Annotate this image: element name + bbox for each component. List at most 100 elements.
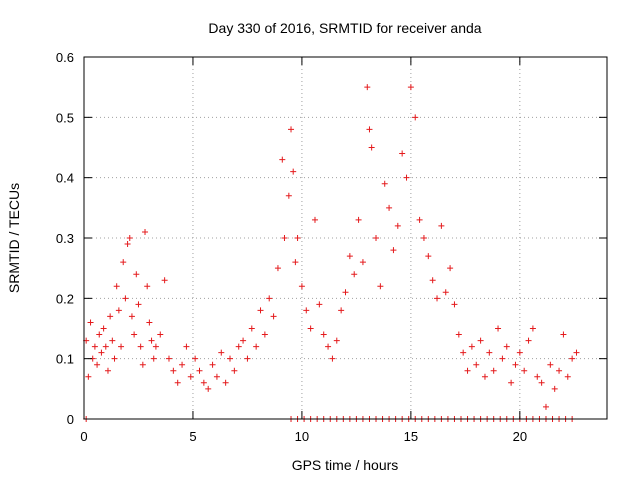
- data-point: [316, 301, 323, 308]
- data-point: [266, 295, 273, 302]
- data-point: [292, 259, 299, 266]
- data-point: [407, 84, 414, 91]
- data-point: [534, 373, 541, 380]
- data-point: [573, 349, 580, 356]
- data-point: [118, 343, 125, 350]
- data-point: [200, 379, 207, 386]
- data-point: [377, 283, 384, 290]
- data-point: [240, 337, 247, 344]
- data-point: [373, 235, 380, 241]
- data-point: [170, 367, 177, 374]
- data-point: [366, 126, 373, 133]
- data-point: [290, 168, 297, 175]
- data-point: [390, 247, 397, 254]
- data-point: [98, 349, 105, 356]
- data-point: [564, 373, 571, 380]
- data-point: [270, 313, 277, 320]
- data-point: [133, 271, 140, 278]
- data-point: [274, 265, 281, 272]
- data-point: [351, 271, 358, 278]
- data-point: [486, 349, 493, 356]
- data-point: [288, 126, 295, 133]
- data-point: [333, 337, 340, 344]
- data-point: [490, 367, 497, 374]
- data-point: [142, 228, 149, 235]
- y-tick-label: 0.6: [56, 50, 74, 65]
- data-point: [205, 385, 212, 392]
- data-point: [91, 343, 98, 350]
- y-tick-label: 0.5: [56, 110, 74, 125]
- x-tick-label: 20: [513, 429, 527, 444]
- data-point: [464, 367, 471, 374]
- data-point: [146, 319, 153, 326]
- data-point: [468, 343, 475, 350]
- chart-title: Day 330 of 2016, SRMTID for receiver and…: [208, 20, 481, 36]
- data-point: [447, 265, 454, 272]
- data-point: [394, 222, 401, 229]
- data-point: [420, 235, 427, 241]
- data-point: [87, 319, 94, 326]
- x-tick-label: 5: [189, 429, 196, 444]
- data-point: [325, 343, 332, 350]
- data-point: [298, 283, 305, 290]
- data-point: [399, 150, 406, 157]
- data-point: [131, 331, 138, 338]
- data-point: [521, 367, 528, 374]
- data-point: [248, 325, 255, 332]
- y-tick-label: 0: [67, 412, 74, 427]
- x-tick-label: 10: [295, 429, 309, 444]
- data-point: [556, 367, 563, 374]
- data-point: [209, 361, 216, 368]
- data-point: [525, 337, 532, 344]
- data-point: [368, 144, 375, 151]
- x-tick-label: 15: [404, 429, 418, 444]
- data-point: [124, 241, 131, 248]
- data-point: [139, 361, 146, 368]
- data-point: [364, 84, 371, 91]
- y-tick-label: 0.3: [56, 231, 74, 246]
- x-axis-title: GPS time / hours: [292, 457, 399, 473]
- data-point: [338, 307, 345, 314]
- data-point: [174, 379, 181, 386]
- x-tick-label: 0: [80, 429, 87, 444]
- data-point: [281, 235, 288, 241]
- data-point: [148, 337, 155, 344]
- data-point: [165, 355, 172, 362]
- data-point: [231, 367, 238, 374]
- data-point: [303, 307, 310, 314]
- data-point: [473, 361, 480, 368]
- data-point: [307, 325, 314, 332]
- data-point: [386, 204, 393, 211]
- data-point: [253, 343, 260, 350]
- data-point: [516, 349, 523, 356]
- data-point: [111, 355, 118, 362]
- data-point: [547, 361, 554, 368]
- data-point: [102, 343, 109, 350]
- ticks: 0 0.1 0.2 0.3 0.4 0.5 0.6 0 5 10 15 20: [56, 50, 607, 444]
- data-point: [227, 355, 234, 362]
- data-point: [135, 301, 142, 308]
- data-point: [115, 307, 122, 314]
- data-point: [542, 403, 549, 410]
- data-point: [508, 379, 515, 386]
- data-point: [460, 349, 467, 356]
- data-point: [179, 361, 186, 368]
- data-point: [183, 343, 190, 350]
- data-point: [294, 235, 301, 241]
- data-point: [107, 313, 114, 320]
- data-point: [222, 379, 229, 386]
- data-point: [144, 283, 151, 290]
- data-point: [560, 331, 567, 338]
- data-point: [499, 355, 506, 362]
- data-point: [329, 355, 336, 362]
- data-point: [416, 216, 423, 223]
- data-point: [569, 355, 576, 362]
- data-point: [495, 325, 502, 332]
- data-point: [128, 313, 135, 320]
- data-point: [538, 379, 545, 386]
- data-point: [442, 289, 449, 296]
- data-point: [161, 277, 168, 284]
- data-point: [94, 361, 101, 368]
- data-point: [261, 331, 268, 338]
- data-point: [104, 367, 111, 374]
